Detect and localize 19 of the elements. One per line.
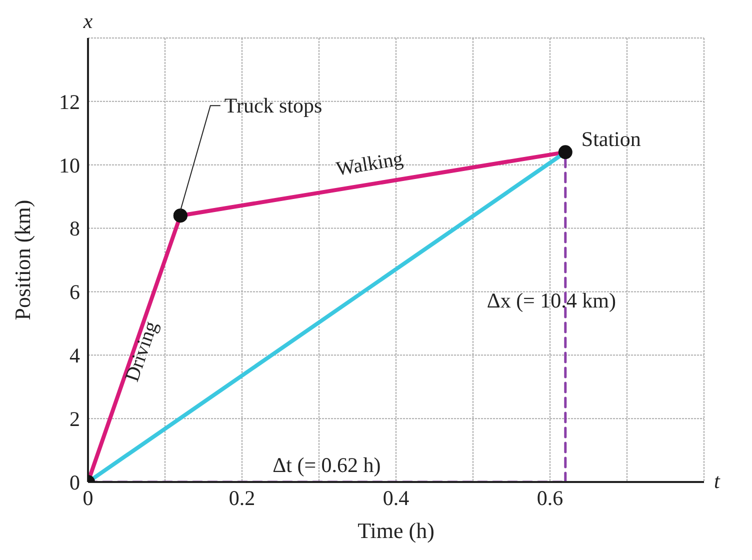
text: Walking — [334, 148, 405, 180]
y-tick-label: 12 — [59, 90, 80, 114]
x-tick-label: 0.6 — [536, 486, 564, 510]
x-axis-title: Time (h) — [358, 518, 434, 543]
annotation: Station — [581, 127, 642, 152]
y-tick-label: 0 — [70, 470, 80, 494]
annotation: Δt (= 0.62 h) — [272, 453, 381, 477]
y-tick-label: 2 — [70, 407, 80, 432]
text: t — [714, 469, 721, 493]
text: x — [82, 9, 94, 33]
y-tick-label: 4 — [70, 344, 80, 368]
y-tick-label: 10 — [59, 153, 80, 178]
annotation: Truck stops — [224, 94, 322, 118]
x-tick-label: 0.4 — [382, 486, 410, 510]
y-tick-label: 8 — [70, 216, 80, 241]
y-tick-label: 6 — [70, 280, 80, 304]
annotation: Δx (= 10.4 km) — [486, 288, 616, 313]
y-axis-title: Position (km) — [10, 200, 35, 320]
x-tick-label: 0.2 — [228, 486, 256, 510]
